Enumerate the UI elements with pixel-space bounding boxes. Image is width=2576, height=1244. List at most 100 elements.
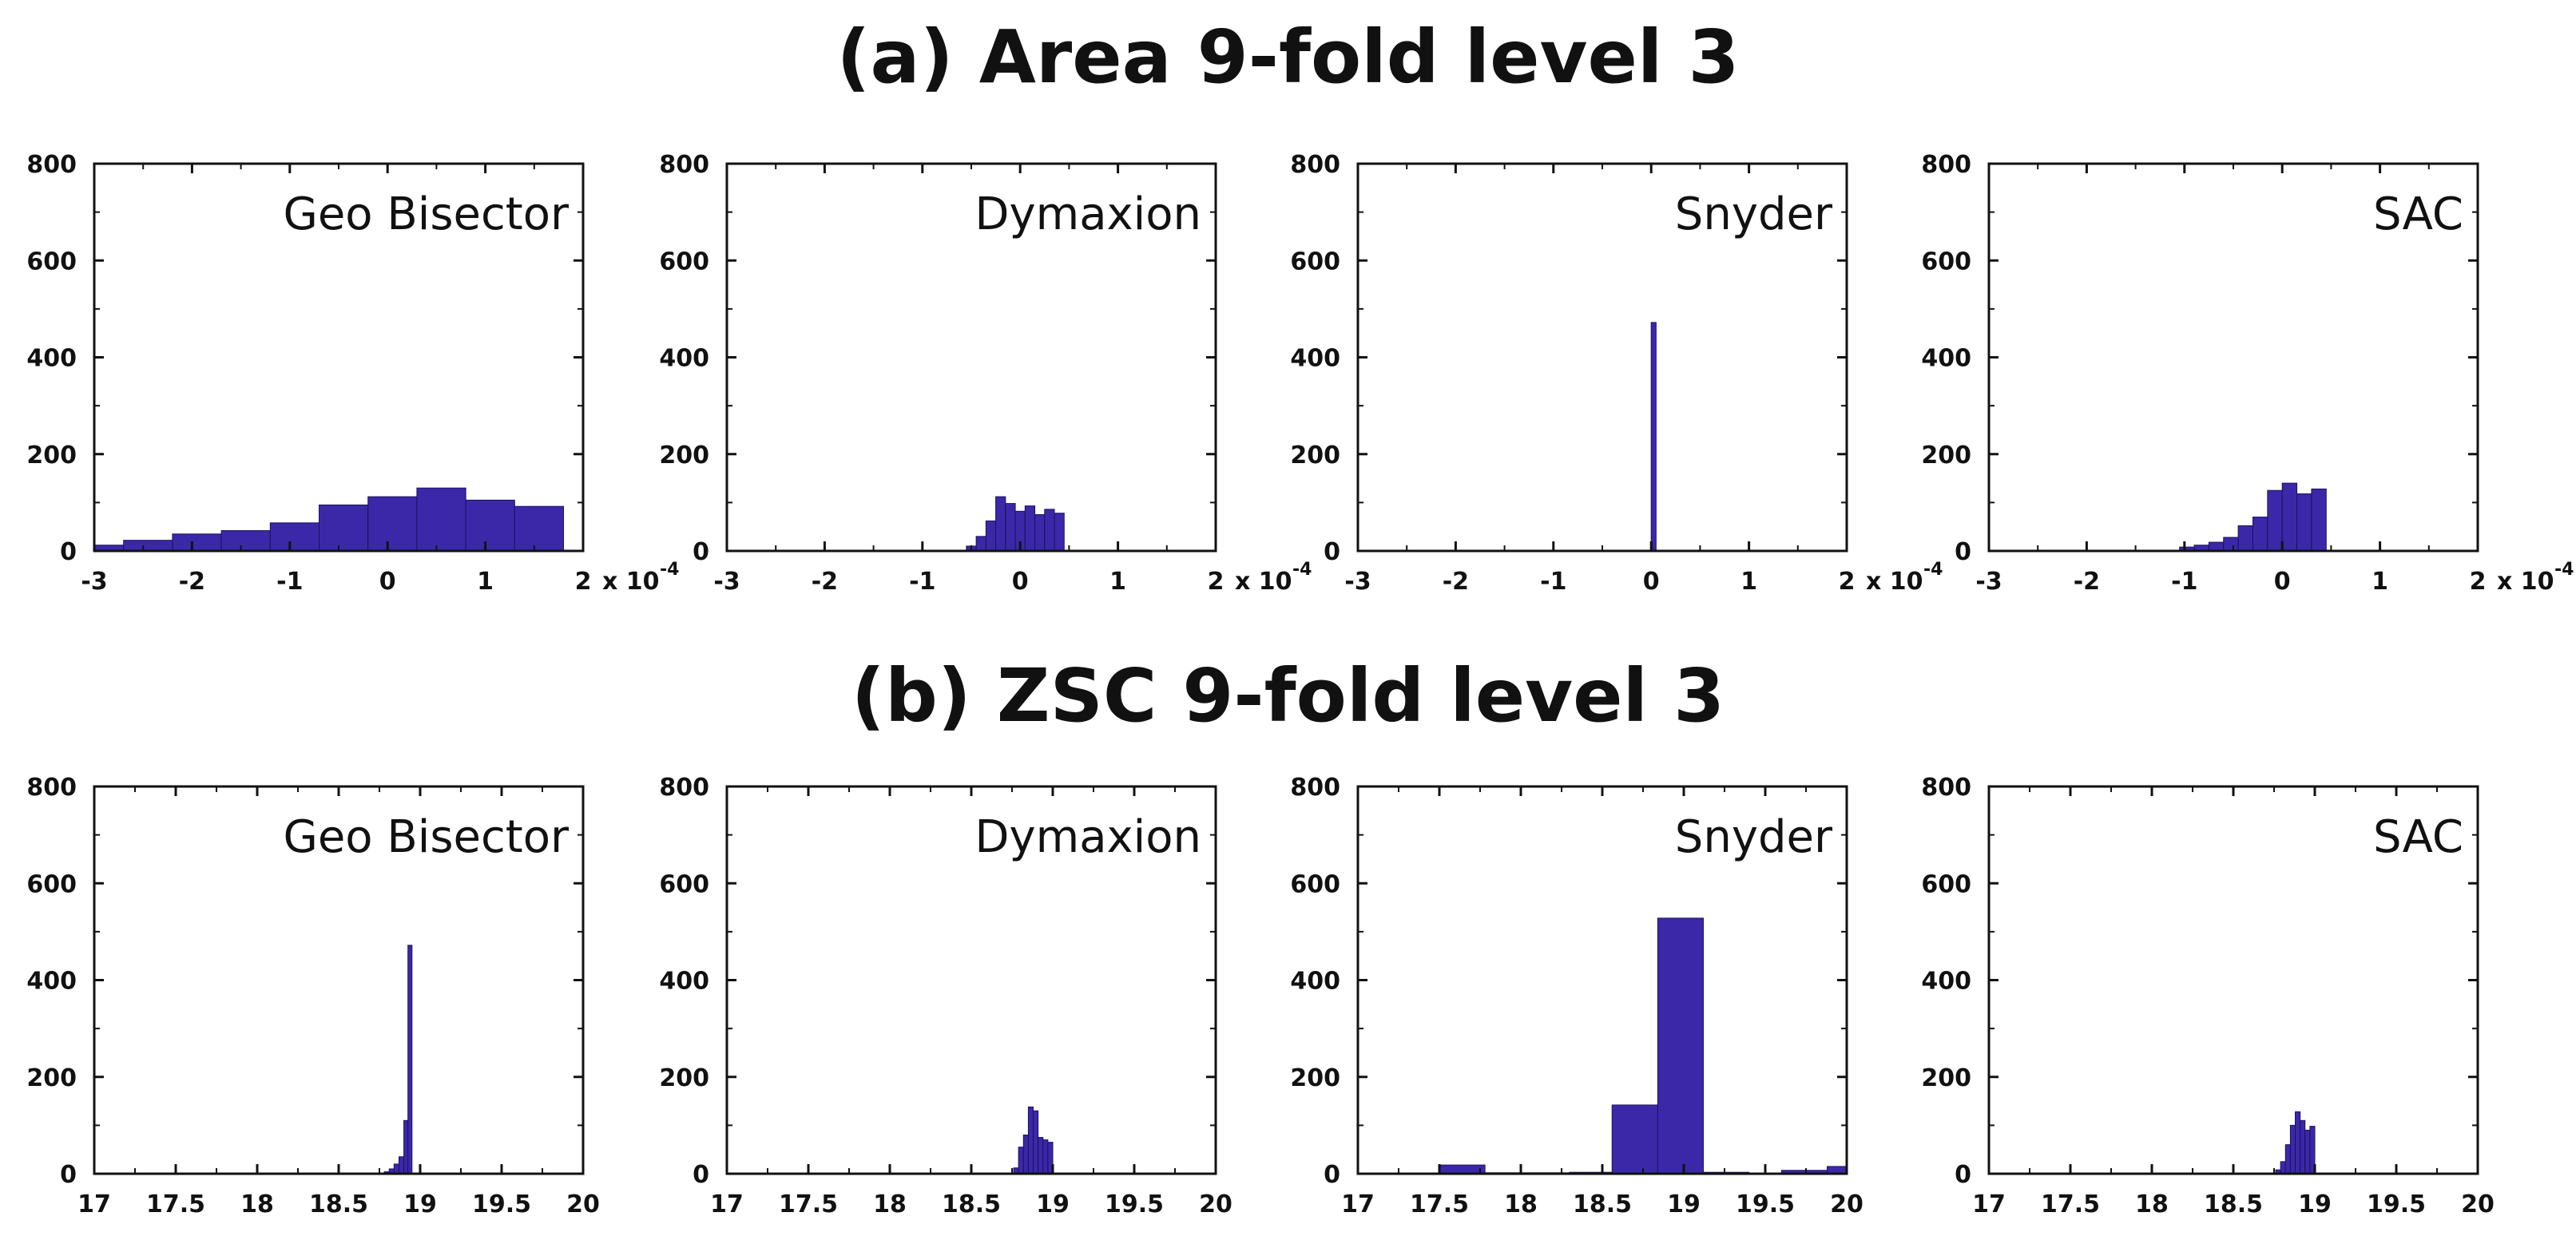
x-tick-label: -3 (81, 568, 107, 596)
x-tick-label: 0 (1012, 568, 1029, 596)
y-tick-label: 200 (26, 442, 77, 469)
x-axis-multiplier: x 10 (2497, 568, 2554, 596)
histogram-bar (2280, 1161, 2286, 1175)
x-axis-exponent: -4 (1923, 560, 1943, 580)
y-tick-label: 0 (60, 1161, 77, 1189)
y-tick-label: 400 (1921, 968, 1971, 996)
y-tick-label: 200 (659, 1064, 709, 1092)
y-tick-label: 0 (693, 538, 709, 566)
x-tick-label: 20 (1830, 1191, 1864, 1218)
x-tick-label: 17.5 (2041, 1191, 2100, 1218)
panel-method-label: Snyder (1675, 811, 1833, 863)
x-tick-label: -1 (909, 568, 935, 596)
x-tick-label: 19 (1036, 1191, 1070, 1218)
x-axis-multiplier: x 10 (1866, 568, 1923, 596)
y-tick-label: 400 (1290, 968, 1340, 996)
panel-method-label: SAC (2373, 811, 2463, 863)
x-tick-label: 17 (77, 1191, 111, 1218)
x-tick-label: 1 (2372, 568, 2388, 596)
x-tick-label: 19 (403, 1191, 437, 1218)
x-tick-label: 19.5 (2367, 1191, 2426, 1218)
x-tick-label: -3 (1975, 568, 2002, 596)
histogram-bar (319, 504, 369, 552)
section-title-area: (a) Area 9-fold level 3 (836, 14, 1740, 100)
y-tick-label: 0 (60, 538, 77, 566)
panel-method-label: SAC (2373, 188, 2463, 240)
x-tick-label: 18 (873, 1191, 907, 1218)
x-tick-label: 19.5 (1105, 1191, 1164, 1218)
x-tick-label: 18.5 (1573, 1191, 1632, 1218)
x-tick-label: 18 (2135, 1191, 2169, 1218)
y-tick-label: 400 (26, 968, 77, 996)
x-tick-label: -2 (812, 568, 838, 596)
y-tick-label: 800 (659, 774, 709, 802)
y-tick-label: 600 (26, 870, 77, 898)
y-tick-label: 600 (26, 248, 77, 275)
y-tick-label: 200 (1290, 442, 1340, 469)
panel-method-label: Snyder (1675, 188, 1833, 240)
x-tick-label: 19.5 (1736, 1191, 1795, 1218)
x-tick-label: 2 (1839, 568, 1856, 596)
x-tick-label: 1 (1740, 568, 1757, 596)
y-tick-label: 400 (1290, 345, 1340, 373)
y-tick-label: 600 (1290, 248, 1340, 275)
y-tick-label: 200 (26, 1064, 77, 1092)
x-tick-label: 18.5 (309, 1191, 368, 1218)
histogram-bar (2284, 1144, 2291, 1175)
histogram-bar (2300, 1119, 2306, 1175)
x-tick-label: 17 (1341, 1191, 1375, 1218)
panel-method-label: Geo Bisector (283, 188, 570, 240)
x-tick-label: -3 (1344, 568, 1371, 596)
x-tick-label: 18 (1504, 1191, 1538, 1218)
y-tick-label: 800 (1290, 151, 1340, 179)
x-tick-label: 17 (1972, 1191, 2006, 1218)
histogram-bar (2289, 1124, 2296, 1175)
x-tick-label: -2 (2074, 568, 2100, 596)
x-tick-label: -2 (1443, 568, 1469, 596)
x-tick-label: 18.5 (942, 1191, 1001, 1218)
x-tick-label: 20 (566, 1191, 600, 1218)
histogram-bar (2304, 1129, 2311, 1175)
y-tick-label: 600 (1921, 248, 1971, 275)
x-tick-label: 0 (2274, 568, 2291, 596)
y-tick-label: 200 (1290, 1064, 1340, 1092)
y-tick-label: 200 (1921, 1064, 1971, 1092)
x-axis-multiplier: x 10 (602, 568, 660, 596)
x-axis-multiplier: x 10 (1235, 568, 1292, 596)
x-tick-label: 0 (1643, 568, 1660, 596)
panel-method-label: Geo Bisector (283, 811, 570, 863)
y-tick-label: 400 (659, 968, 709, 996)
y-tick-label: 800 (26, 151, 77, 179)
panel-method-label: Dymaxion (974, 188, 1201, 240)
x-tick-label: 0 (379, 568, 396, 596)
y-tick-label: 800 (659, 151, 709, 179)
x-tick-label: -3 (713, 568, 740, 596)
x-tick-label: 2 (575, 568, 592, 596)
y-tick-label: 400 (659, 345, 709, 373)
y-tick-label: 800 (1921, 774, 1971, 802)
x-axis-exponent: -4 (660, 560, 679, 580)
y-tick-label: 600 (659, 870, 709, 898)
x-tick-label: -2 (179, 568, 205, 596)
y-tick-label: 0 (1955, 1161, 1971, 1189)
y-tick-label: 600 (659, 248, 709, 275)
x-tick-label: 20 (2461, 1191, 2495, 1218)
y-tick-label: 200 (1921, 442, 1971, 469)
x-tick-label: 2 (1208, 568, 1224, 596)
histogram-bar (514, 505, 565, 552)
x-tick-label: 2 (2470, 568, 2487, 596)
y-tick-label: 800 (1921, 151, 1971, 179)
x-axis-exponent: -4 (2554, 560, 2574, 580)
histogram-bar (367, 496, 418, 552)
histogram-bar (1657, 917, 1704, 1175)
section-title-zsc: (b) ZSC 9-fold level 3 (851, 653, 1725, 739)
y-tick-label: 0 (1955, 538, 1971, 566)
